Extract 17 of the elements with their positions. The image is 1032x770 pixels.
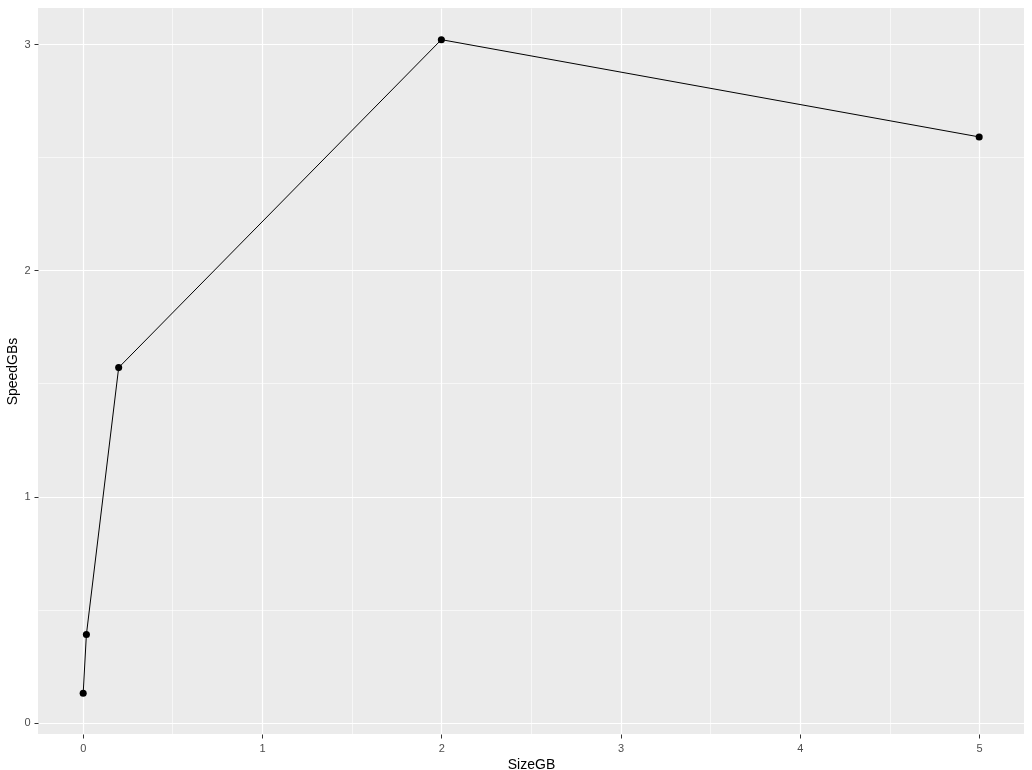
- x-tick-label: 3: [618, 741, 625, 754]
- x-tick-label: 4: [797, 741, 804, 754]
- x-tick-label: 0: [80, 741, 87, 754]
- y-tick-label: 1: [24, 490, 31, 503]
- point: [975, 133, 983, 141]
- point: [115, 364, 123, 372]
- point: [82, 630, 90, 639]
- y-tick-label: 2: [24, 263, 31, 276]
- point: [79, 689, 87, 697]
- x-axis-title: SizeGB: [507, 755, 556, 770]
- y-axis-title: SpeedGBs: [4, 337, 21, 406]
- x-tick-label: 2: [438, 741, 445, 754]
- y-tick-label: 3: [24, 37, 31, 50]
- x-tick-label: 1: [259, 741, 266, 754]
- x-tick-label: 5: [976, 741, 983, 754]
- point: [437, 36, 445, 44]
- y-tick-label: 0: [24, 716, 31, 729]
